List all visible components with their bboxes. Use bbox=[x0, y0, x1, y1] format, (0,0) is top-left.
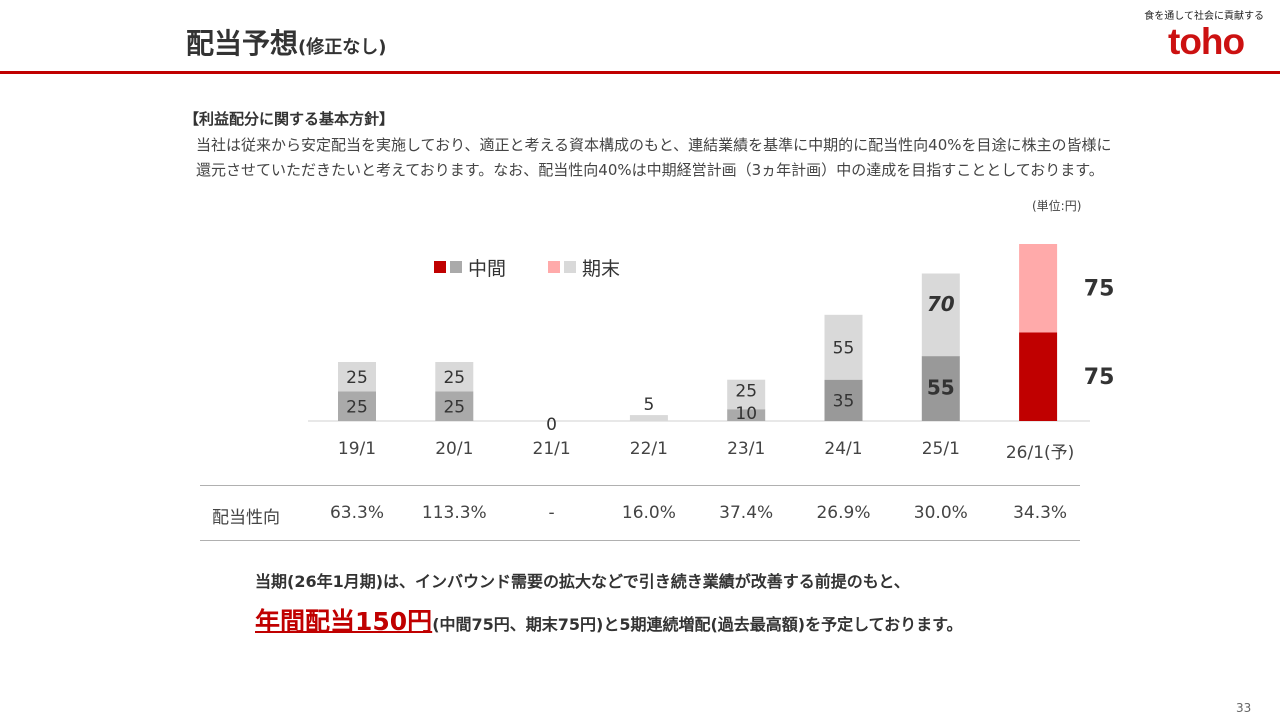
header-divider bbox=[0, 71, 1280, 74]
x-tick-label: 25/1 bbox=[922, 439, 960, 459]
legend-swatch-year-end-forecast bbox=[548, 261, 560, 273]
payout-ratio-cell: 26.9% bbox=[816, 503, 871, 523]
table-bottom-rule bbox=[200, 540, 1080, 541]
annual-dividend-highlight: 年間配当150円 bbox=[255, 607, 433, 636]
bar-year-end-20/1 bbox=[435, 362, 474, 392]
data-label-year-end: 5 bbox=[643, 395, 654, 415]
summary-line-2-rest: (中間75円、期末75円)と5期連続増配(過去最高額)を予定しております。 bbox=[432, 615, 963, 634]
x-tick-label: 20/1 bbox=[435, 439, 473, 459]
x-tick-label: 23/1 bbox=[727, 439, 765, 459]
x-tick-label: 19/1 bbox=[338, 439, 376, 459]
legend-label-interim: 中間 bbox=[468, 258, 506, 280]
data-label-interim: 25 bbox=[346, 397, 368, 417]
data-label-year-end: 25 bbox=[735, 381, 757, 401]
bar-year-end-23/1 bbox=[727, 379, 766, 410]
toho-logo: toho bbox=[1168, 21, 1245, 62]
data-label-year-end: 25 bbox=[346, 368, 368, 388]
bar-year-end-22/1 bbox=[629, 415, 668, 421]
legend-swatch-interim bbox=[450, 261, 462, 273]
x-tick-label: 26/1(予) bbox=[1006, 443, 1074, 463]
data-label-year-end: 55 bbox=[833, 338, 855, 358]
table-top-rule bbox=[200, 485, 1080, 486]
bar-interim-23/1 bbox=[727, 409, 766, 421]
payout-ratio-cell: 37.4% bbox=[719, 503, 774, 523]
bar-interim-20/1 bbox=[435, 391, 474, 421]
legend-swatch-year-end bbox=[564, 261, 576, 273]
data-label-total: 0 bbox=[546, 415, 557, 435]
summary-line-2: 年間配当150円(中間75円、期末75円)と5期連続増配(過去最高額)を予定して… bbox=[255, 602, 963, 638]
payout-ratio-cell: 34.3% bbox=[1013, 503, 1068, 523]
payout-ratio-cell: 16.0% bbox=[621, 503, 676, 523]
bar-year-end-19/1 bbox=[338, 362, 376, 392]
page-title-main: 配当予想 bbox=[186, 27, 299, 60]
data-label-interim: 55 bbox=[927, 376, 955, 400]
payout-ratio-cell: - bbox=[548, 503, 555, 523]
policy-heading: 【利益配分に関する基本方針】 bbox=[184, 110, 395, 128]
page-number: 33 bbox=[1236, 701, 1252, 715]
payout-ratio-label: 配当性向 bbox=[212, 508, 280, 528]
x-tick-label: 21/1 bbox=[533, 439, 571, 459]
data-label-year-end: 70 bbox=[927, 292, 955, 316]
bar-interim-24/1 bbox=[824, 379, 863, 421]
bar-interim-26/1(予) bbox=[1019, 332, 1058, 421]
bar-year-end-24/1 bbox=[824, 314, 863, 380]
page-title-sub: (修正なし) bbox=[298, 37, 387, 58]
payout-ratio-cell: 113.3% bbox=[421, 503, 487, 523]
corporate-tagline: 食を通して社会に貢献する bbox=[1144, 11, 1264, 22]
data-label-interim: 75 bbox=[1084, 365, 1115, 390]
data-label-interim: 25 bbox=[443, 397, 465, 417]
page-title: 配当予想(修正なし) bbox=[186, 22, 386, 62]
bar-interim-25/1 bbox=[921, 356, 960, 421]
x-tick-label: 22/1 bbox=[630, 439, 668, 459]
data-label-year-end: 25 bbox=[443, 368, 465, 388]
bar-year-end-25/1 bbox=[921, 273, 960, 357]
data-label-interim: 10 bbox=[735, 404, 757, 424]
data-label-year-end: 75 bbox=[1084, 276, 1115, 301]
legend-label-year-end: 期末 bbox=[582, 258, 620, 280]
bar-interim-19/1 bbox=[338, 391, 376, 421]
payout-ratio-cell: 63.3% bbox=[329, 503, 384, 523]
summary-line-1: 当期(26年1月期)は、インバウンド需要の拡大などで引き続き業績が改善する前提の… bbox=[255, 572, 910, 591]
legend-swatch-interim-forecast bbox=[434, 261, 446, 273]
bar-year-end-26/1(予) bbox=[1019, 244, 1058, 333]
payout-ratio-cell: 30.0% bbox=[913, 503, 968, 523]
x-tick-label: 24/1 bbox=[824, 439, 862, 459]
unit-label: (単位:円) bbox=[1032, 199, 1082, 213]
data-label-interim: 35 bbox=[833, 391, 855, 411]
policy-body: 当社は従来から安定配当を実施しており、適正と考える資本構成のもと、連結業績を基準… bbox=[196, 136, 1112, 179]
